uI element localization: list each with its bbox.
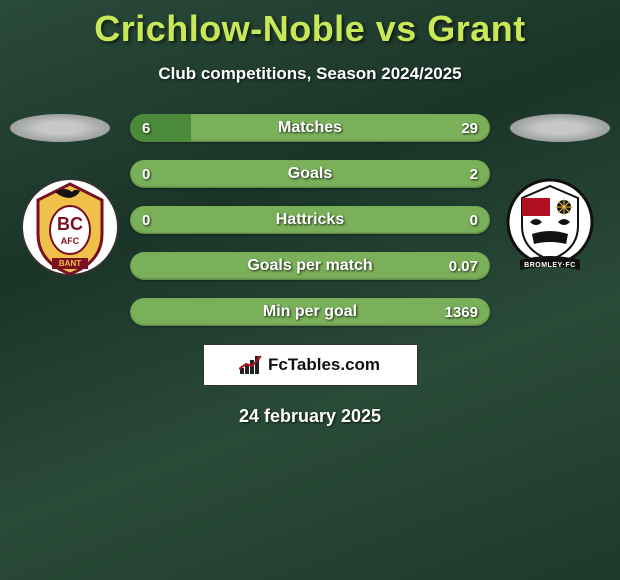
stat-label: Min per goal bbox=[130, 298, 490, 326]
stat-value-right: 2 bbox=[470, 160, 478, 188]
shadow-ellipse-left bbox=[10, 114, 110, 142]
svg-text:BANT: BANT bbox=[59, 259, 81, 268]
stat-value-right: 0 bbox=[470, 206, 478, 234]
club-crest-left: BC AFC BANT bbox=[20, 172, 120, 282]
page-title: Crichlow-Noble vs Grant bbox=[0, 0, 620, 50]
date-label: 24 february 2025 bbox=[10, 406, 610, 427]
stat-bar: 6Matches29 bbox=[130, 114, 490, 142]
crest-right-icon: BROMLEY·FC bbox=[500, 172, 600, 282]
svg-text:BC: BC bbox=[57, 214, 83, 234]
logo-text: FcTables.com bbox=[268, 355, 380, 375]
chart-icon bbox=[240, 356, 262, 374]
stats-bars: 6Matches290Goals20Hattricks0Goals per ma… bbox=[130, 114, 490, 326]
stat-value-right: 1369 bbox=[445, 298, 478, 326]
stat-bar: 0Hattricks0 bbox=[130, 206, 490, 234]
crest-left-icon: BC AFC BANT bbox=[20, 172, 120, 282]
fctables-logo[interactable]: FcTables.com bbox=[203, 344, 418, 386]
shadow-ellipse-right bbox=[510, 114, 610, 142]
stat-bar: Goals per match0.07 bbox=[130, 252, 490, 280]
stat-label: Goals bbox=[130, 160, 490, 188]
stat-value-right: 0.07 bbox=[449, 252, 478, 280]
stat-value-left: 0 bbox=[142, 160, 150, 188]
club-crest-right: BROMLEY·FC bbox=[500, 172, 600, 282]
stat-bar: 0Goals2 bbox=[130, 160, 490, 188]
comparison-panel: BC AFC BANT BROMLEY·FC 6Matches290Goals2… bbox=[0, 114, 620, 427]
stat-bar-left-segment bbox=[130, 114, 191, 142]
stat-bar: Min per goal1369 bbox=[130, 298, 490, 326]
subtitle: Club competitions, Season 2024/2025 bbox=[0, 64, 620, 84]
stat-label: Hattricks bbox=[130, 206, 490, 234]
stat-value-right: 29 bbox=[461, 114, 478, 142]
svg-text:BROMLEY·FC: BROMLEY·FC bbox=[524, 262, 576, 269]
svg-text:AFC: AFC bbox=[61, 236, 80, 246]
stat-label: Goals per match bbox=[130, 252, 490, 280]
stat-value-left: 0 bbox=[142, 206, 150, 234]
